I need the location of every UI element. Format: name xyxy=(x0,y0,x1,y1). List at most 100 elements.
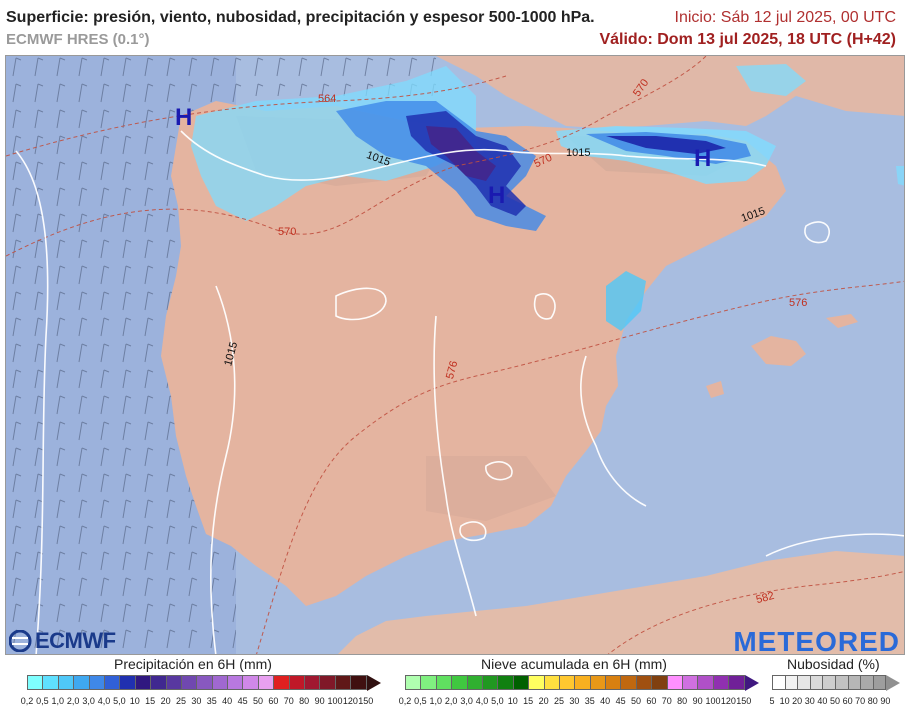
snow-legend-label: 40 xyxy=(600,696,611,706)
precip-legend-label: 50 xyxy=(252,696,264,706)
precip-legend-title: Precipitación en 6H (mm) xyxy=(114,656,272,672)
ecmwf-logo-icon xyxy=(9,630,32,652)
land-iberia xyxy=(161,101,786,606)
snow-legend-label: 35 xyxy=(584,696,595,706)
snow-legend-swatch xyxy=(712,675,730,690)
precip-legend-swatch xyxy=(242,675,259,690)
snow-legend-swatch xyxy=(420,675,437,690)
precip-legend-swatch xyxy=(88,675,105,690)
cloud-legend-label: 70 xyxy=(855,696,866,706)
snow-legend-label: 3,0 xyxy=(460,696,473,706)
cloud-legend-label: 80 xyxy=(867,696,878,706)
thickness-label: 564 xyxy=(318,93,337,105)
land-ibiza xyxy=(706,381,724,398)
snow-legend-swatch xyxy=(435,675,453,690)
snow-legend-label: 0,5 xyxy=(414,696,427,706)
cloud-legend-label: 10 xyxy=(779,696,790,706)
cloud-legend-labels: 5 10 20 30 40 50 60 70 80 90 xyxy=(769,696,902,708)
snow-legend-swatch xyxy=(666,675,684,690)
precip-legend-swatch xyxy=(319,675,336,690)
precipitation-areas xyxy=(191,64,904,331)
precip-legend-swatch xyxy=(196,675,213,690)
snow-legend-label: 100 xyxy=(705,696,721,706)
precip-legend-swatch xyxy=(180,675,198,690)
init-time: Inicio: Sáb 12 jul 2025, 00 UTC xyxy=(674,9,896,26)
high-pressure-center: H xyxy=(488,182,506,209)
snow-legend-label: 30 xyxy=(569,696,580,706)
precip-legend-swatch xyxy=(211,675,229,690)
precip-legend-label: 100 xyxy=(327,696,343,706)
snow-legend-swatch xyxy=(512,675,530,690)
precip-legend-swatch xyxy=(42,675,59,690)
map-title: Superficie: presión, viento, nubosidad, … xyxy=(6,9,595,26)
precip-legend-swatch xyxy=(119,675,136,690)
precip-legend-labels: 0,2 0,5 1,0 2,0 3,0 4,0 5,0 10 15 20 25 30 35 40 45 50 6… xyxy=(21,696,387,708)
snow-legend-swatch xyxy=(635,675,653,690)
snow-legend-label: 50 xyxy=(630,696,642,706)
snow-legend-swatch xyxy=(528,675,545,690)
precip-legend-swatch xyxy=(288,675,306,690)
precip-legend-label: 0,2 xyxy=(20,696,34,706)
precip-legend-arrow-icon xyxy=(366,675,381,691)
snow-legend-bar xyxy=(405,675,759,692)
precip-legend-label: 20 xyxy=(160,696,171,706)
precip-legend-label: 30 xyxy=(191,696,202,706)
cloud-legend-title: Nubosidad (%) xyxy=(787,656,880,672)
snow-legend-label: 20 xyxy=(538,696,549,706)
precip-legend-label: 10 xyxy=(129,696,140,706)
snow-legend-label: 45 xyxy=(615,696,626,706)
high-pressure-center: H xyxy=(175,104,193,131)
high-pressure-center: H xyxy=(694,145,712,172)
valid-time: Válido: Dom 13 jul 2025, 18 UTC (H+42) xyxy=(599,31,896,48)
snow-legend-swatch xyxy=(620,675,637,690)
snow-legend-label: 70 xyxy=(661,696,672,706)
land-mallorca xyxy=(751,336,806,366)
precip-legend-label: 35 xyxy=(206,696,217,706)
cloud-legend-label: 90 xyxy=(880,696,891,706)
snow-legend-label: 15 xyxy=(523,696,534,706)
precip-legend-label: 40 xyxy=(222,696,233,706)
precip-legend-label: 3,0 xyxy=(82,696,95,706)
snow-legend-swatch xyxy=(728,675,745,690)
meteored-logo: METEORED xyxy=(733,626,900,655)
snow-legend-swatch xyxy=(589,675,607,690)
precip-legend-label: 150 xyxy=(358,696,374,706)
cloud-legend-label: 50 xyxy=(829,696,841,706)
precip-legend-label: 90 xyxy=(314,696,325,706)
snow-legend-swatch xyxy=(481,675,499,690)
precip-legend-label: 25 xyxy=(175,696,187,706)
precip-legend-label: 1,0 xyxy=(51,696,65,706)
precip-legend-swatch xyxy=(227,675,244,690)
precip-legend-label: 5,0 xyxy=(113,696,126,706)
cloud-legend-label: 5 xyxy=(769,696,775,706)
snow-legend-label: 120 xyxy=(720,696,736,706)
thickness-label: 570 xyxy=(278,226,297,238)
precip-legend-bar xyxy=(27,675,381,692)
precip-legend-swatch xyxy=(273,675,290,690)
weather-map: H H H 1015 1015 1015 1015 564 570 570 57… xyxy=(5,55,905,655)
cloud-legend-label: 60 xyxy=(842,696,853,706)
cloud-legend-swatch xyxy=(872,675,887,690)
precip-legend-label: 2,0 xyxy=(66,696,80,706)
precip-legend-label: 4,0 xyxy=(97,696,111,706)
precip-legend-swatch xyxy=(304,675,321,690)
snow-legend-label: 2,0 xyxy=(444,696,458,706)
precip-legend-swatch xyxy=(350,675,367,690)
land-menorca xyxy=(826,314,858,328)
cloud-legend-label: 30 xyxy=(804,696,815,706)
cloud-legend-swatch xyxy=(847,675,862,690)
cloud-legend-swatch xyxy=(797,675,811,690)
cloud-legend-label: 40 xyxy=(817,696,828,706)
snow-legend-label: 5,0 xyxy=(491,696,504,706)
snow-legend-swatch xyxy=(605,675,622,690)
snow-legend-swatch xyxy=(405,675,422,690)
snow-legend-label: 150 xyxy=(736,696,752,706)
snow-legend-label: 90 xyxy=(692,696,703,706)
ecmwf-logo-text: ECMWF xyxy=(35,628,116,653)
snow-legend-labels: 0,2 0,5 1,0 2,0 3,0 4,0 5,0 10 15 20 25 30 35 40 45 50 6… xyxy=(399,696,765,708)
snow-legend-label: 0,2 xyxy=(398,696,412,706)
snow-legend-label: 25 xyxy=(553,696,565,706)
cloud-legend-swatch xyxy=(784,675,799,690)
snow-legend-swatch xyxy=(651,675,668,690)
snow-legend-swatch xyxy=(682,675,699,690)
